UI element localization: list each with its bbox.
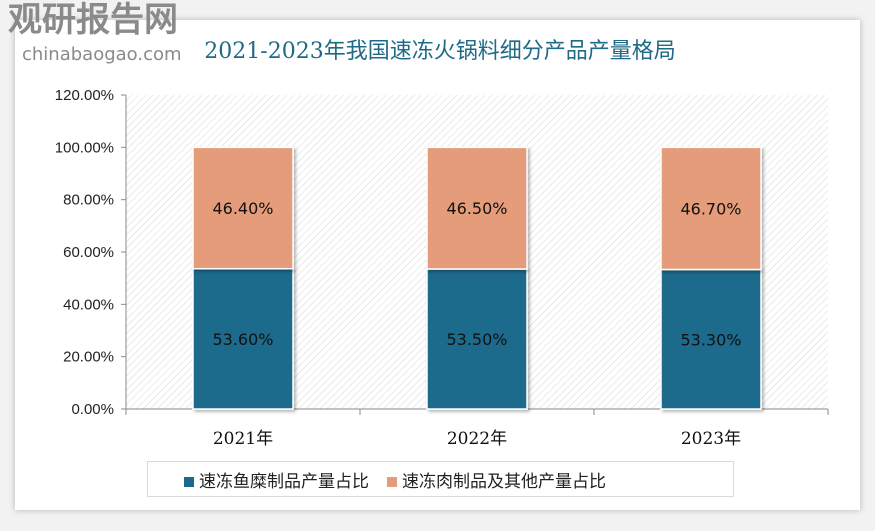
legend-item: 速冻肉制品及其他产量占比 <box>387 467 606 492</box>
data-label: 53.60% <box>212 330 273 349</box>
x-tick-label: 2022年 <box>447 429 507 449</box>
x-tick-label: 2023年 <box>681 429 741 449</box>
data-label: 46.40% <box>212 199 273 218</box>
data-label: 53.50% <box>446 330 507 349</box>
bar-surimi <box>426 268 528 410</box>
y-tick-label: 120.00% <box>55 87 114 104</box>
data-label: 53.30% <box>680 330 741 349</box>
y-tick-label: 0.00% <box>71 401 114 418</box>
bar-meat <box>426 146 528 270</box>
watermark-logo: 观研报告网 <box>8 0 178 40</box>
y-tick-label: 20.00% <box>63 349 114 366</box>
legend-label: 速冻鱼糜制品产量占比 <box>199 471 369 492</box>
legend-label: 速冻肉制品及其他产量占比 <box>402 471 606 492</box>
bar-meat <box>192 146 294 270</box>
legend-swatch <box>387 476 397 487</box>
legend-swatch <box>184 476 194 487</box>
data-label: 46.70% <box>680 199 741 218</box>
y-tick-label: 40.00% <box>63 296 114 313</box>
y-tick-label: 80.00% <box>63 192 114 209</box>
y-tick-label: 100.00% <box>55 139 114 156</box>
bar-surimi <box>192 267 294 410</box>
y-tick-label: 60.00% <box>63 244 114 261</box>
bar-meat <box>660 146 762 271</box>
watermark-url: chinabaogao.com <box>22 44 182 65</box>
legend: 速冻鱼糜制品产量占比 速冻肉制品及其他产量占比 <box>147 461 734 497</box>
chart-title: 2021-2023年我国速冻火锅料细分产品产量格局 <box>204 39 676 64</box>
x-tick-label: 2021年 <box>213 429 273 449</box>
bar-surimi <box>660 268 762 410</box>
legend-item: 速冻鱼糜制品产量占比 <box>184 467 369 492</box>
data-label: 46.50% <box>446 199 507 218</box>
